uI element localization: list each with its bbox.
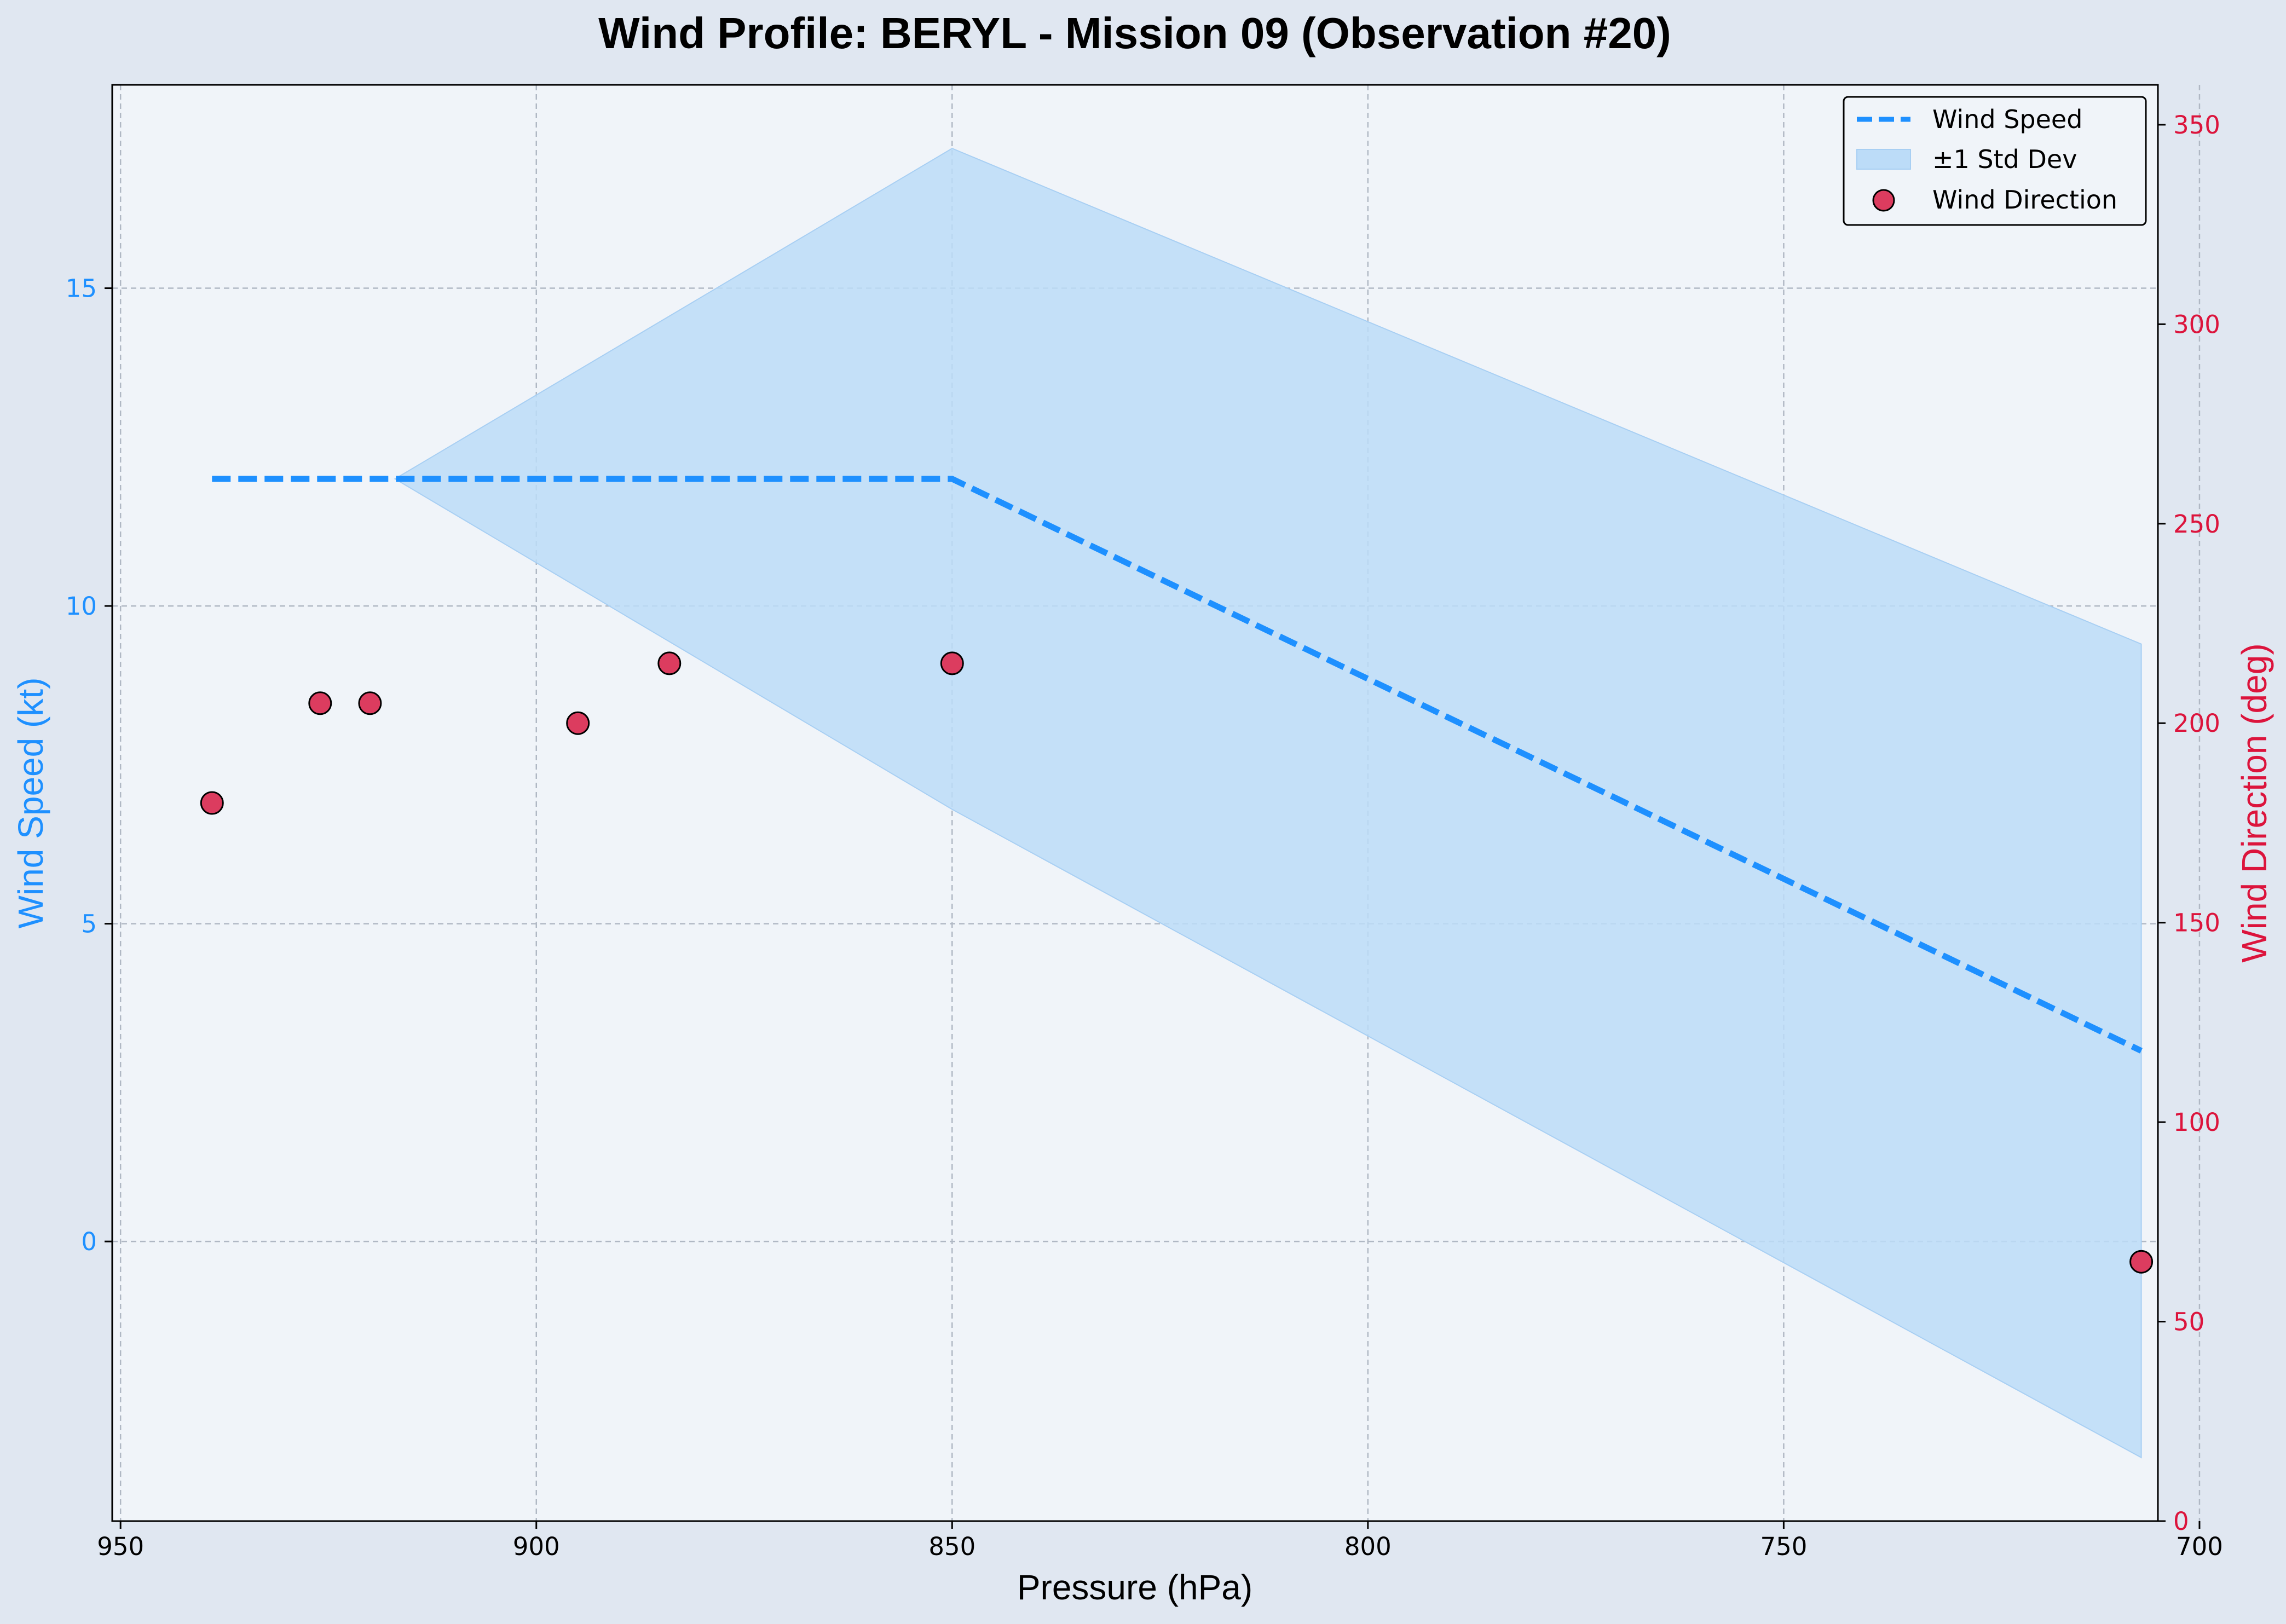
wind-direction-point bbox=[308, 691, 332, 715]
y2-tick-label: 0 bbox=[2173, 1507, 2189, 1536]
y2-tick-label: 350 bbox=[2173, 111, 2220, 140]
y2-tick-label: 300 bbox=[2173, 310, 2220, 339]
y2-tick-label: 50 bbox=[2173, 1308, 2204, 1337]
plot-frame bbox=[111, 84, 2159, 1522]
y-tick-label: 15 bbox=[66, 274, 97, 303]
x-tick-label: 800 bbox=[1344, 1532, 1392, 1561]
legend-wind-direction-swatch bbox=[1872, 189, 1895, 212]
legend-wind-speed-label: Wind Speed bbox=[1932, 105, 2082, 134]
y-tick-label: 10 bbox=[66, 592, 97, 621]
wind-speed-line bbox=[212, 476, 2143, 1054]
wind-direction-point bbox=[2129, 1250, 2154, 1274]
wind-direction-point bbox=[358, 691, 382, 715]
wind-speed-line-layer bbox=[212, 476, 2143, 1054]
wind-direction-point bbox=[940, 651, 964, 675]
x-tick-label: 750 bbox=[1760, 1532, 1807, 1561]
x-tick-label: 700 bbox=[2176, 1532, 2223, 1561]
legend-wind-direction-label: Wind Direction bbox=[1932, 185, 2117, 215]
y-tick-label: 0 bbox=[81, 1227, 97, 1256]
x-tick-label: 850 bbox=[928, 1532, 975, 1561]
y2-tick-label: 200 bbox=[2173, 709, 2220, 738]
legend-std-dev-swatch bbox=[1856, 149, 1911, 170]
x-axis-label: Pressure (hPa) bbox=[1017, 1568, 1252, 1607]
wind-direction-points-layer bbox=[200, 651, 2154, 1274]
y2-axis-label: Wind Direction (deg) bbox=[2235, 643, 2274, 962]
y-tick-label: 5 bbox=[81, 910, 97, 939]
y2-tick-label: 100 bbox=[2173, 1108, 2220, 1137]
y2-tick-label: 250 bbox=[2173, 510, 2220, 539]
wind-direction-point bbox=[200, 791, 224, 815]
wind-direction-point bbox=[657, 651, 682, 675]
y-axis-label: Wind Speed (kt) bbox=[11, 678, 50, 929]
x-tick-label: 900 bbox=[513, 1532, 560, 1561]
wind-direction-point bbox=[566, 711, 590, 735]
x-tick-label: 950 bbox=[97, 1532, 144, 1561]
legend-box bbox=[1843, 96, 2147, 226]
legend: Wind Speed ±1 Std Dev Wind Direction bbox=[1843, 96, 2147, 226]
chart-title: Wind Profile: BERYL - Mission 09 (Observ… bbox=[598, 9, 1671, 57]
legend-std-dev-label: ±1 Std Dev bbox=[1932, 145, 2077, 174]
axis-ticks: 950 900 850 800 750 7000510150501001502002503… bbox=[66, 111, 2223, 1561]
y2-tick-label: 150 bbox=[2173, 909, 2220, 938]
